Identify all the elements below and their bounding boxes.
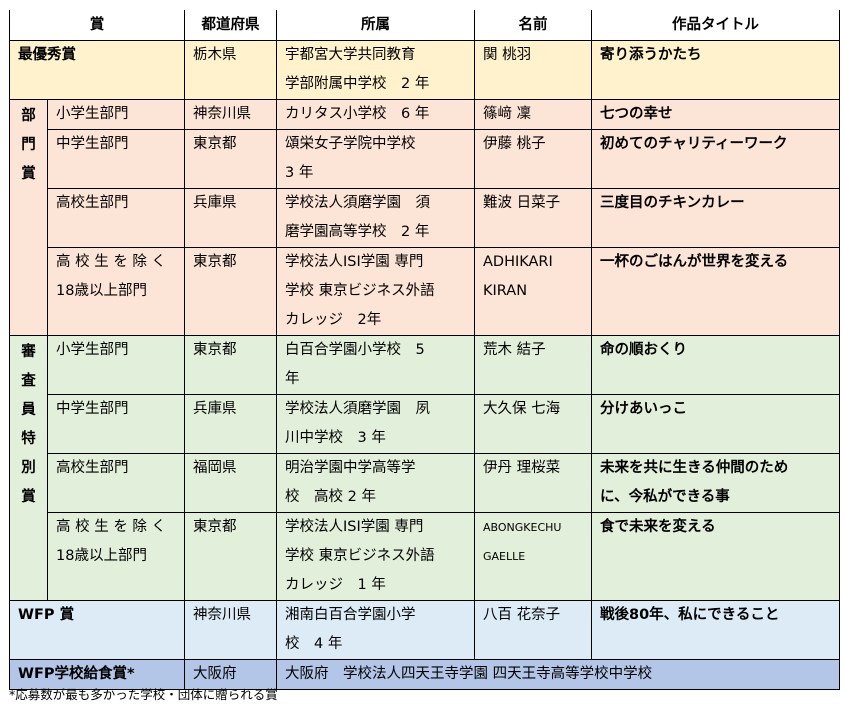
header-row: 賞 都道府県 所属 名前 作品タイトル: [9, 10, 840, 41]
title-cell: 七つの幸せ: [591, 99, 840, 130]
division-award-label: 部 門 賞: [9, 99, 48, 336]
name-cell: 八百 花奈子: [474, 600, 592, 660]
jury-award-label: 審 査 員 特 別 賞: [9, 335, 48, 601]
table-row: WFP学校給食賞* 大阪府 大阪府 学校法人四天王寺学園 四天王寺高等学校中学校: [9, 659, 840, 690]
affiliation-cell: 学校法人須磨学園 須 磨学園高等学校 2 年: [276, 188, 475, 248]
affiliation-cell: 学校法人須磨学園 夙 川中学校 3 年: [276, 394, 475, 454]
affiliation-cell: 白百合学園小学校 5 年: [276, 335, 475, 395]
title-cell: 分けあいっこ: [591, 394, 840, 454]
footnote: *応募数が最も多かった学校・団体に贈られる賞: [9, 687, 278, 702]
prefecture-cell: 東京都: [184, 335, 277, 395]
table-row: 高校生部門 福岡県 明治学園中学高等学 校 高校 2 年 伊丹 理桜菜 未来を共…: [10, 453, 840, 513]
name-cell: 伊丹 理桜菜: [474, 453, 592, 513]
table-row: WFP 賞 神奈川県 湘南白百合学園小学 校 4 年 八百 花奈子 戦後80年、…: [9, 600, 840, 660]
table-row: 最優秀賞 栃木県 宇都宮大学共同教育 学部附属中学校 2 年 関 桃羽 寄り添う…: [9, 40, 840, 100]
name-cell: 伊藤 桃子: [474, 129, 592, 189]
prefecture-cell: 兵庫県: [184, 394, 277, 454]
header-prefecture: 都道府県: [184, 10, 277, 41]
title-cell: 命の順おくり: [591, 335, 840, 395]
category-cell: 高 校 生 を 除 く 18歳以上部門: [47, 512, 185, 601]
affiliation-cell: 明治学園中学高等学 校 高校 2 年: [276, 453, 475, 513]
category-cell: 高校生部門: [47, 453, 185, 513]
category-cell: 中学生部門: [47, 129, 185, 189]
prefecture-cell: 兵庫県: [184, 188, 277, 248]
table-row: 高校生部門 兵庫県 学校法人須磨学園 須 磨学園高等学校 2 年 難波 日菜子 …: [10, 188, 840, 248]
title-cell: 未来を共に生きる仲間のため に、今私ができる事: [591, 453, 840, 513]
name-cell: ABONGKECHU GAELLE: [474, 512, 592, 601]
affiliation-cell: カリタス小学校 6 年: [276, 99, 475, 130]
award-cell: WFP 賞: [9, 600, 185, 660]
name-cell: 篠﨑 凜: [474, 99, 592, 130]
affiliation-cell: 頌栄女子学院中学校 3 年: [276, 129, 475, 189]
affiliation-cell: 宇都宮大学共同教育 学部附属中学校 2 年: [276, 40, 475, 100]
name-cell: 大久保 七海: [474, 394, 592, 454]
title-cell: 一杯のごはんが世界を変える: [591, 247, 840, 336]
name-cell: 荒木 結子: [474, 335, 592, 395]
name-cell: 関 桃羽: [474, 40, 592, 100]
award-cell: 最優秀賞: [9, 40, 185, 100]
affiliation-cell: 学校法人ISI学園 専門 学校 東京ビジネス外語 カレッジ 2年: [276, 247, 475, 336]
title-cell: 食で未来を変える: [591, 512, 840, 601]
table-row: 審 査 員 特 別 賞 小学生部門 東京都 白百合学園小学校 5 年 荒木 結子…: [9, 335, 840, 601]
prefecture-cell: 神奈川県: [184, 99, 277, 130]
prefecture-cell: 神奈川県: [184, 600, 277, 660]
prefecture-cell: 栃木県: [184, 40, 277, 100]
name-cell: 難波 日菜子: [474, 188, 592, 248]
table-row: 部 門 賞 小学生部門 神奈川県 カリタス小学校 6 年 篠﨑 凜 七つの幸せ: [9, 99, 840, 336]
affiliation-cell: 湘南白百合学園小学 校 4 年: [276, 600, 475, 660]
title-cell: 三度目のチキンカレー: [591, 188, 840, 248]
awards-table: 賞 都道府県 所属 名前 作品タイトル 最優秀賞 栃木県 宇都宮大学共同教育 学…: [9, 10, 840, 690]
category-cell: 小学生部門: [47, 335, 185, 395]
affiliation-cell: 大阪府 学校法人四天王寺学園 四天王寺高等学校中学校: [276, 659, 840, 690]
prefecture-cell: 東京都: [184, 512, 277, 601]
award-cell: WFP学校給食賞*: [9, 659, 185, 690]
prefecture-cell: 東京都: [184, 247, 277, 336]
table-row: 高 校 生 を 除 く 18歳以上部門 東京都 学校法人ISI学園 専門 学校 …: [10, 512, 840, 601]
title-cell: 寄り添うかたち: [591, 40, 840, 100]
affiliation-cell: 学校法人ISI学園 専門 学校 東京ビジネス外語 カレッジ 1 年: [276, 512, 475, 601]
header-award: 賞: [9, 10, 185, 41]
table-row: 中学生部門 東京都 頌栄女子学院中学校 3 年 伊藤 桃子 初めてのチャリティー…: [10, 129, 840, 189]
name-cell: ADHIKARI KIRAN: [474, 247, 592, 336]
category-cell: 高校生部門: [47, 188, 185, 248]
title-cell: 初めてのチャリティーワーク: [591, 129, 840, 189]
header-affiliation: 所属: [276, 10, 475, 41]
category-cell: 小学生部門: [47, 99, 185, 130]
header-name: 名前: [474, 10, 592, 41]
prefecture-cell: 東京都: [184, 129, 277, 189]
table-row: 中学生部門 兵庫県 学校法人須磨学園 夙 川中学校 3 年 大久保 七海 分けあ…: [10, 394, 840, 454]
category-cell: 高 校 生 を 除 く 18歳以上部門: [47, 247, 185, 336]
category-cell: 中学生部門: [47, 394, 185, 454]
prefecture-cell: 福岡県: [184, 453, 277, 513]
title-cell: 戦後80年、私にできること: [591, 600, 840, 660]
table-row: 高 校 生 を 除 く 18歳以上部門 東京都 学校法人ISI学園 専門 学校 …: [10, 247, 840, 336]
header-title: 作品タイトル: [591, 10, 840, 41]
